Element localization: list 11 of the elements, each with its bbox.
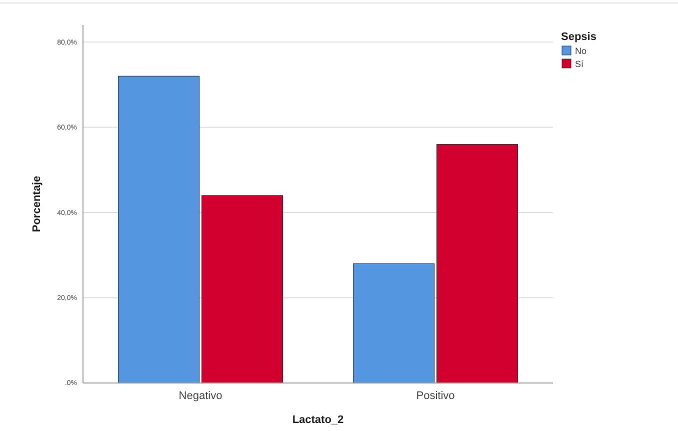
- bar: [201, 195, 284, 384]
- x-axis-title: Lactato_2: [292, 414, 344, 426]
- bar: [118, 76, 200, 384]
- bar: [436, 144, 518, 384]
- bar: [352, 263, 435, 384]
- y-axis-title: Porcentaje: [31, 176, 43, 232]
- x-tick-label: Negativo: [178, 390, 222, 402]
- legend-label: Sí: [575, 59, 584, 69]
- legend-title: Sepsis: [561, 31, 596, 43]
- legend-label: No: [575, 46, 587, 56]
- x-tick-label: Positivo: [416, 390, 455, 402]
